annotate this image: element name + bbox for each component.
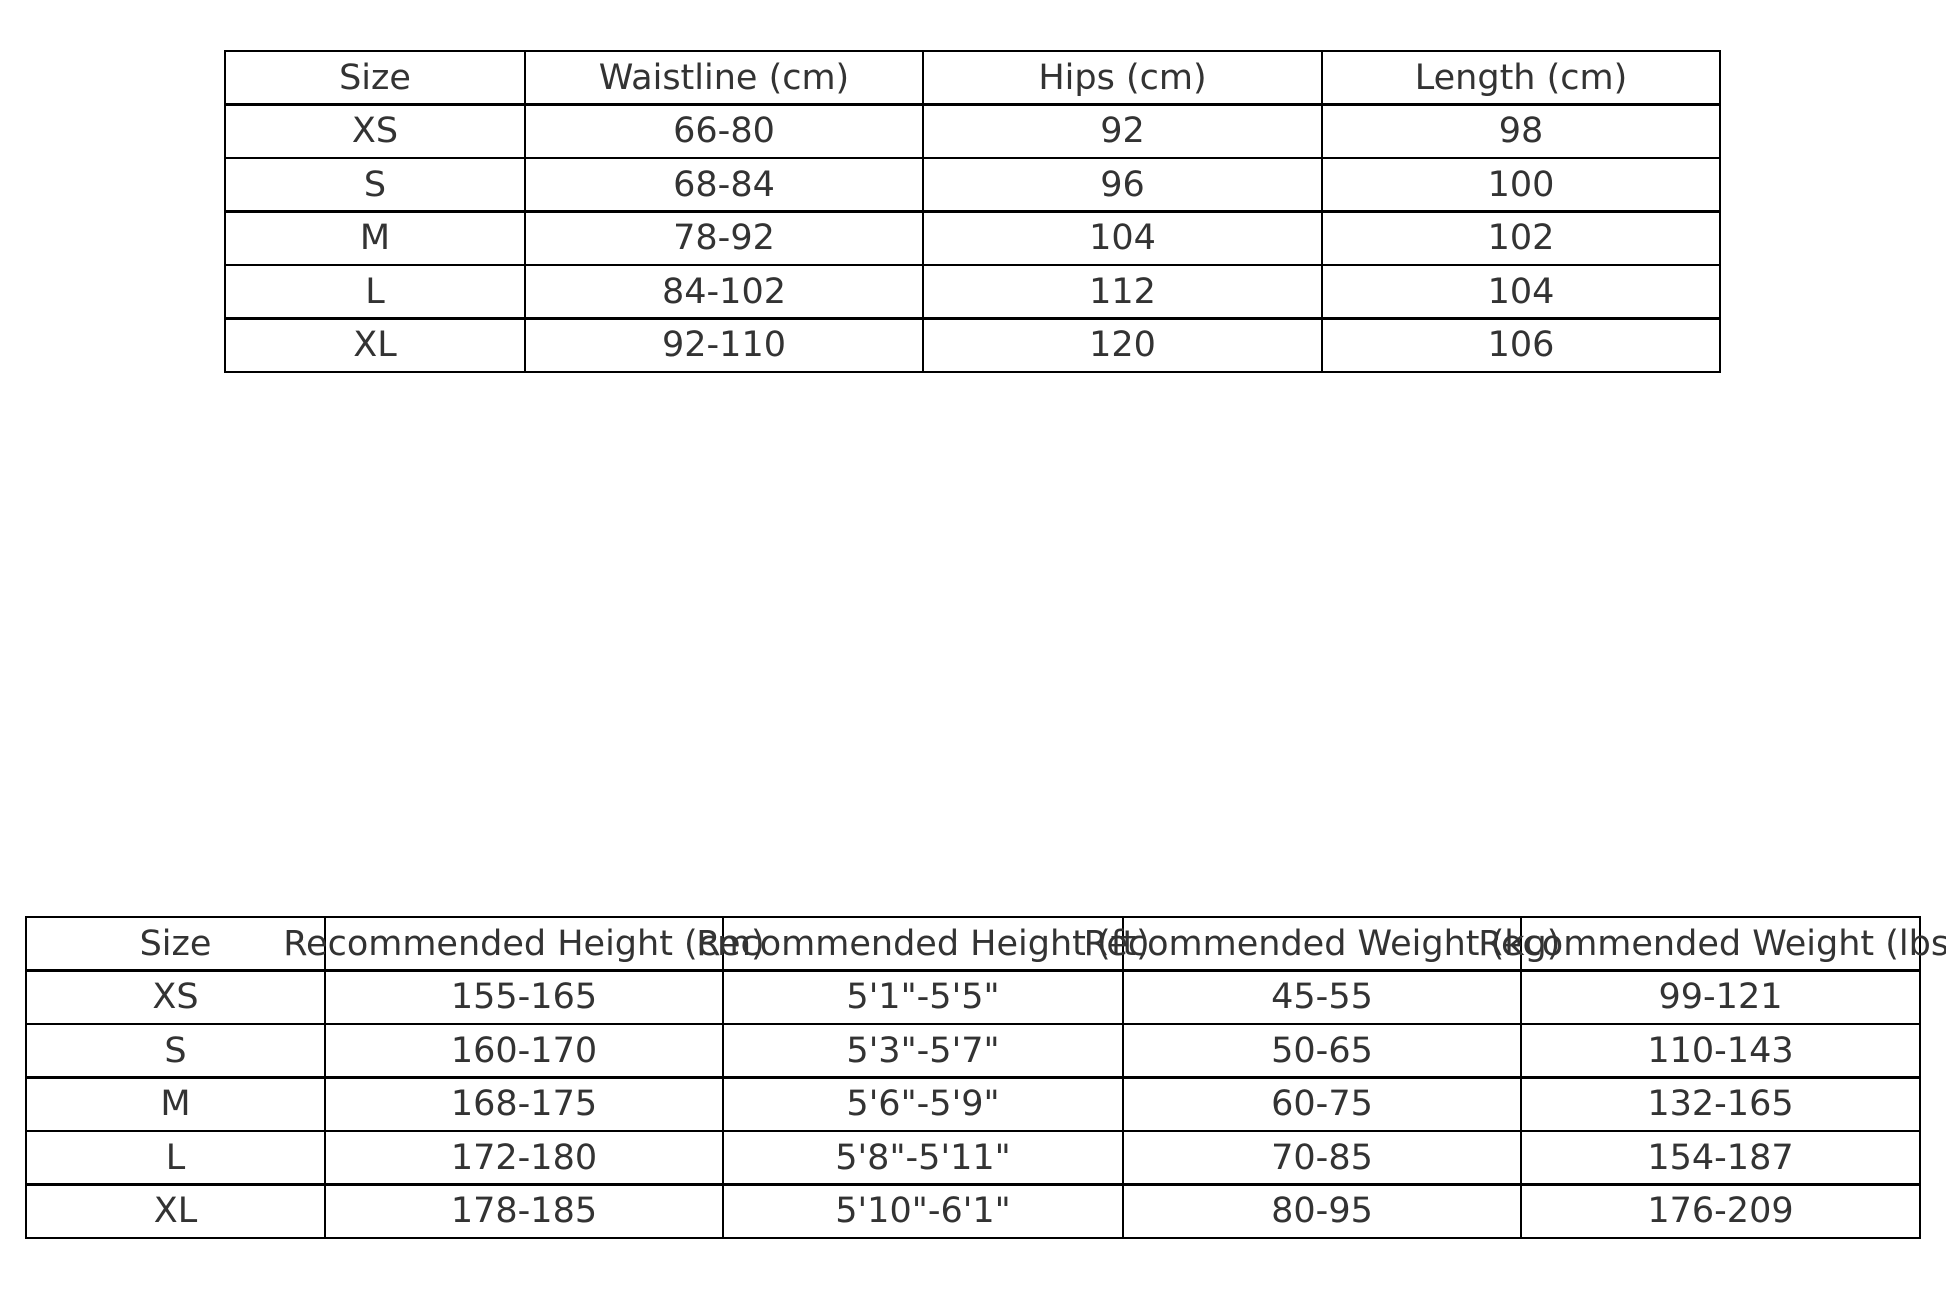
cell-value: L: [365, 271, 385, 312]
cell-value: 176-209: [1647, 1191, 1794, 1232]
column-header: Size: [139, 923, 212, 964]
cell-value: 5'3"-5'7": [846, 1030, 1000, 1071]
cell-value: 172-180: [450, 1137, 598, 1178]
table-cell: [1320, 317, 1722, 374]
cell-value: 80-95: [1271, 1191, 1373, 1232]
cell-value: M: [160, 1084, 191, 1125]
cell-value: 100: [1487, 164, 1555, 205]
cell-value: 104: [1487, 271, 1555, 312]
cell-value: 160-170: [450, 1030, 598, 1071]
cell-value: XL: [153, 1191, 198, 1232]
cell-value: 92: [1100, 111, 1145, 152]
cell-value: M: [359, 218, 391, 259]
cell-value: 106: [1487, 325, 1555, 366]
cell-value: 5'10"-6'1": [835, 1191, 1011, 1232]
column-header: Recommended Weight (lbs): [1478, 923, 1946, 964]
cell-value: L: [165, 1137, 186, 1178]
cell-value: 70-85: [1271, 1137, 1373, 1178]
cell-value: 45-55: [1271, 977, 1373, 1018]
cell-value: 68-84: [673, 164, 775, 205]
cell-value: 5'1"-5'5": [846, 977, 1000, 1018]
cell-value: 84-102: [662, 271, 786, 312]
cell-value: 178-185: [450, 1191, 598, 1232]
cell-value: 50-65: [1271, 1030, 1373, 1071]
cell-value: 102: [1487, 218, 1555, 259]
column-header: Recommended Weight (kg): [1083, 923, 1561, 964]
cell-value: 112: [1089, 271, 1156, 312]
cell-value: 96: [1100, 164, 1145, 205]
column-header: Recommended Height (cm): [283, 923, 765, 964]
cell-value: 104: [1089, 218, 1156, 259]
cell-value: XS: [351, 111, 399, 152]
cell-value: 168-175: [450, 1084, 598, 1125]
column-header: Hips (cm): [1038, 57, 1207, 98]
cell-value: 92-110: [662, 325, 786, 366]
cell-value: S: [164, 1030, 187, 1071]
cell-value: 5'8"-5'11": [835, 1137, 1011, 1178]
cell-value: XL: [353, 325, 397, 366]
cell-value: 99-121: [1658, 977, 1783, 1018]
cell-value: 60-75: [1271, 1084, 1373, 1125]
cell-value: S: [363, 164, 387, 205]
column-header: Recommended Height (ft): [696, 923, 1150, 964]
cell-value: 132-165: [1647, 1084, 1794, 1125]
cell-value: XS: [152, 977, 199, 1018]
cell-value: 98: [1498, 111, 1544, 152]
cell-value: 78-92: [673, 218, 775, 259]
cell-value: 154-187: [1647, 1137, 1794, 1178]
cell-value: 66-80: [673, 111, 775, 152]
cell-value: 120: [1089, 325, 1156, 366]
column-header: Size: [339, 57, 411, 98]
cell-value: 110-143: [1647, 1030, 1794, 1071]
column-header: Length (cm): [1414, 57, 1628, 98]
column-header: Waistline (cm): [598, 57, 850, 98]
cell-value: 5'6"-5'9": [846, 1084, 1000, 1125]
table-cell: [1519, 1183, 1922, 1240]
cell-value: 155-165: [450, 977, 598, 1018]
